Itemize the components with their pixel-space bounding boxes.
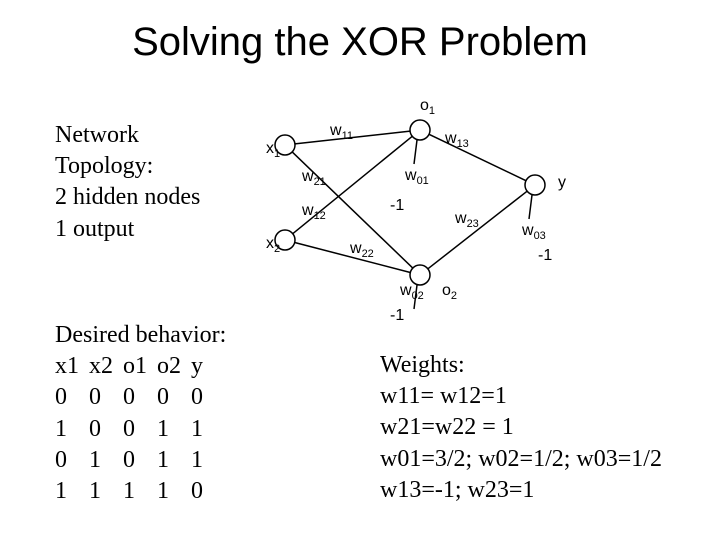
th: o2 [157, 351, 191, 382]
topology-l1: Network [55, 120, 200, 151]
table-row: 10011 [55, 414, 213, 445]
node-o1 [410, 120, 430, 140]
th: x1 [55, 351, 89, 382]
label-b3: -1 [538, 247, 552, 264]
edge [429, 134, 526, 180]
th: x2 [89, 351, 123, 382]
bias-edge [529, 195, 532, 219]
label-o2: o2 [442, 282, 457, 302]
label-w12: w12 [301, 202, 326, 222]
th: y [191, 351, 213, 382]
table-header-row: x1 x2 o1 o2 y [55, 351, 213, 382]
label-w01: w01 [404, 167, 429, 187]
bias-edge [414, 140, 417, 164]
weights-block: Weights: w11= w12=1 w21=w22 = 1 w01=3/2;… [380, 350, 662, 506]
label-w21: w21 [301, 168, 326, 188]
topology-text: Network Topology: 2 hidden nodes 1 outpu… [55, 120, 200, 245]
topology-l4: 1 output [55, 214, 200, 245]
weights-l4: w13=-1; w23=1 [380, 475, 662, 506]
behavior-heading: Desired behavior: [55, 320, 226, 351]
table-row: 11110 [55, 476, 213, 507]
label-b2: -1 [390, 307, 404, 324]
label-y: y [558, 174, 566, 191]
edge [428, 191, 527, 269]
network-diagram: x1x2o1o2yw11w21w12w22w13w23w01w02w03-1-1… [260, 95, 600, 335]
th: o1 [123, 351, 157, 382]
weights-heading: Weights: [380, 350, 662, 381]
edge [293, 136, 412, 233]
label-w13: w13 [444, 130, 469, 150]
page-title: Solving the XOR Problem [0, 20, 720, 65]
label-b1: -1 [390, 197, 404, 214]
label-w03: w03 [521, 222, 546, 242]
topology-l3: 2 hidden nodes [55, 182, 200, 213]
node-y [525, 175, 545, 195]
node-o2 [410, 265, 430, 285]
label-w23: w23 [454, 210, 479, 230]
table-row: 00000 [55, 382, 213, 413]
weights-l1: w11= w12=1 [380, 381, 662, 412]
topology-l2: Topology: [55, 151, 200, 182]
truth-table: x1 x2 o1 o2 y 00000 10011 01011 11110 [55, 351, 213, 507]
behavior-block: Desired behavior: x1 x2 o1 o2 y 00000 10… [55, 320, 226, 507]
label-o1: o1 [420, 97, 435, 117]
weights-l3: w01=3/2; w02=1/2; w03=1/2 [380, 444, 662, 475]
weights-l2: w21=w22 = 1 [380, 412, 662, 443]
table-row: 01011 [55, 445, 213, 476]
